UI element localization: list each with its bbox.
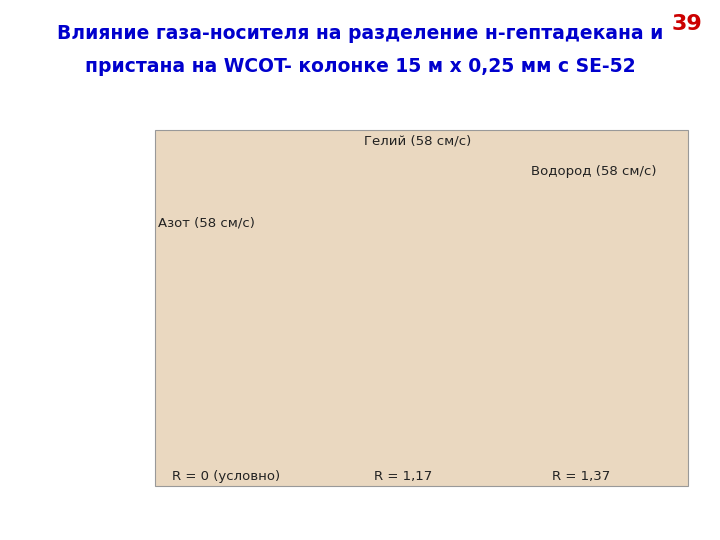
Text: 39: 39 (671, 14, 702, 33)
Text: Влияние газа-носителя на разделение н-гептадекана и: Влияние газа-носителя на разделение н-ге… (57, 24, 663, 43)
Text: R = 0 (условно): R = 0 (условно) (172, 470, 280, 483)
Text: пристана на WCOT- колонке 15 м х 0,25 мм с SE-52: пристана на WCOT- колонке 15 м х 0,25 мм… (85, 57, 635, 76)
Text: Гелий (58 см/с): Гелий (58 см/с) (364, 135, 472, 148)
Text: R = 1,37: R = 1,37 (552, 470, 610, 483)
Text: Водород (58 см/с): Водород (58 см/с) (531, 165, 657, 178)
Text: Азот (58 см/с): Азот (58 см/с) (158, 217, 256, 230)
Text: R = 1,17: R = 1,17 (374, 470, 433, 483)
